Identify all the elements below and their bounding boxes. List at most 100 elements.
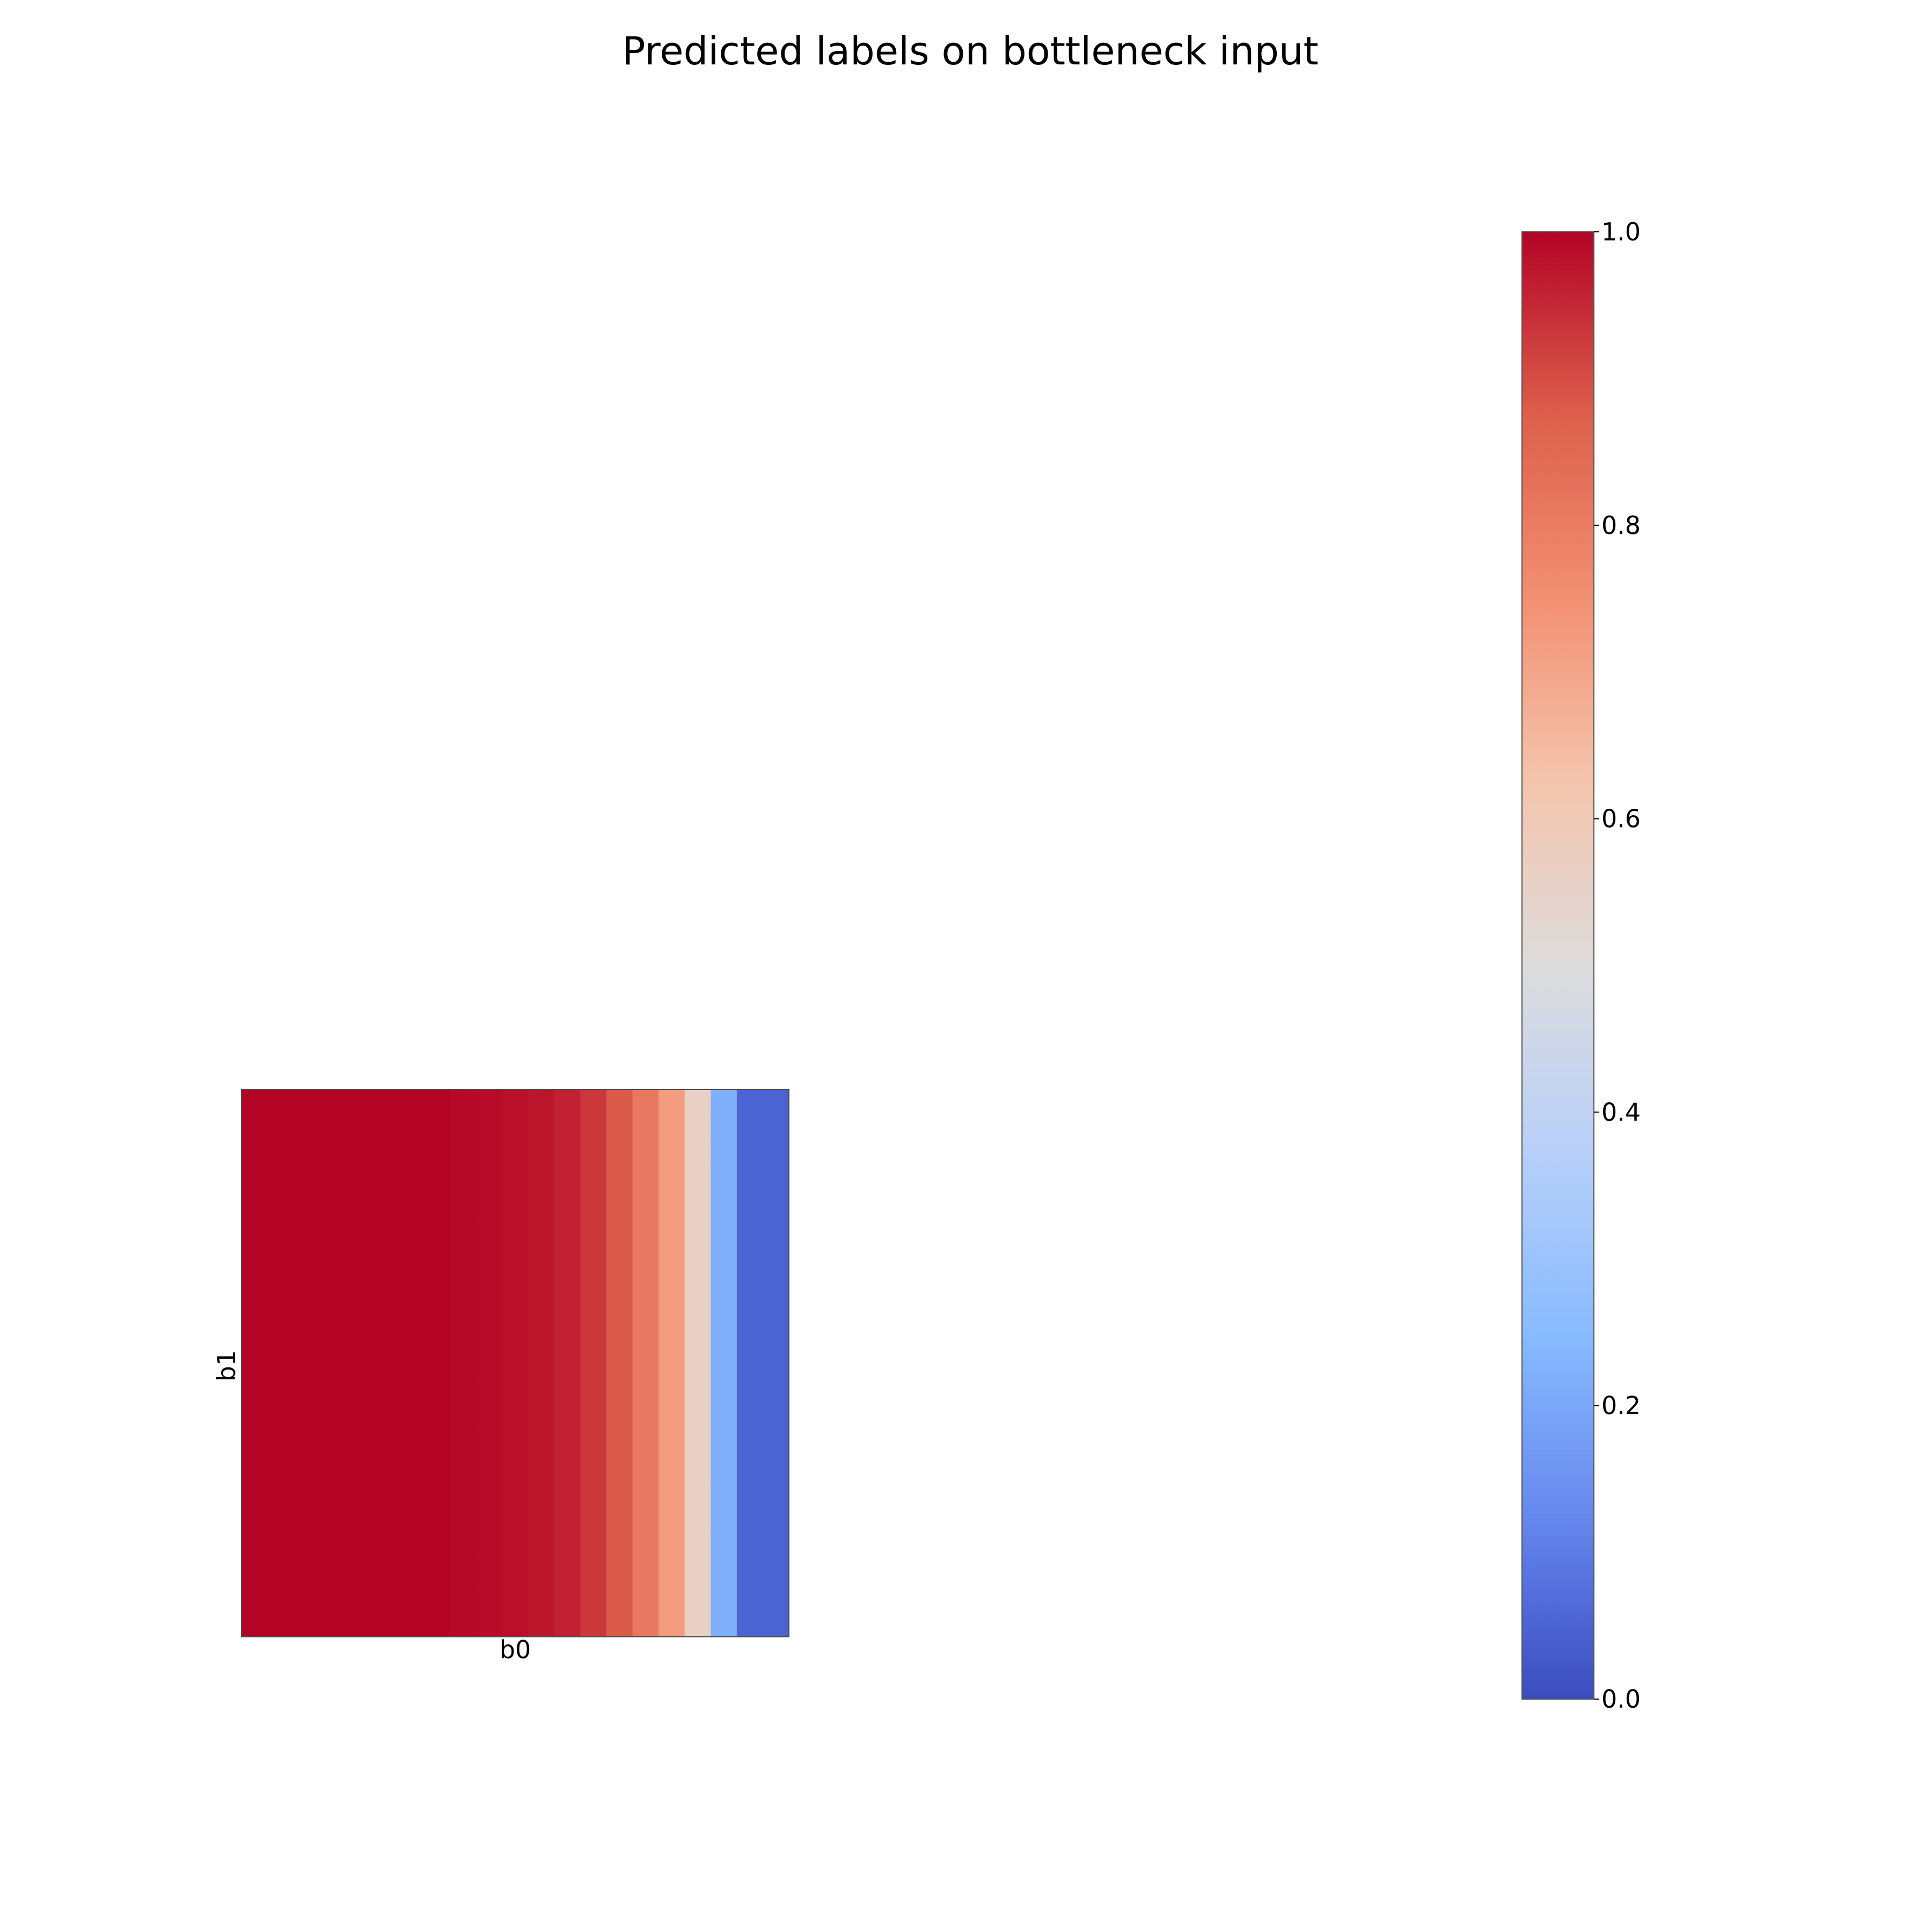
chart-title: Predicted labels on bottleneck input	[622, 28, 1319, 74]
heatmap-cell	[580, 1480, 607, 1507]
heatmap-cell	[736, 1584, 764, 1612]
heatmap-cell	[319, 1194, 346, 1220]
heatmap-cell	[684, 1611, 711, 1637]
heatmap-cell	[346, 1584, 372, 1612]
heatmap-cell	[684, 1298, 711, 1324]
heatmap-cell	[346, 1194, 372, 1220]
heatmap-cell	[424, 1324, 451, 1351]
heatmap-cell	[554, 1376, 581, 1403]
heatmap-cell	[267, 1141, 294, 1168]
heatmap-cell	[736, 1558, 764, 1585]
heatmap-cell	[606, 1480, 633, 1507]
heatmap-cell	[424, 1298, 451, 1324]
heatmap-cell	[684, 1480, 711, 1507]
heatmap-cell	[502, 1350, 529, 1377]
heatmap-cell	[606, 1167, 633, 1194]
heatmap-cell	[319, 1350, 346, 1377]
heatmap-cell	[450, 1246, 477, 1272]
heatmap-cell	[763, 1115, 789, 1142]
heatmap-cell	[528, 1454, 555, 1481]
heatmap-cell	[632, 1558, 659, 1585]
heatmap-cell	[502, 1376, 529, 1403]
heatmap-cell	[606, 1350, 633, 1377]
colorbar-tick-label: 0.8	[1601, 511, 1641, 540]
heatmap-cell	[241, 1194, 268, 1220]
heatmap-cell	[606, 1089, 633, 1116]
heatmap-cell	[502, 1584, 529, 1612]
heatmap-cell	[294, 1219, 320, 1247]
heatmap-cell	[658, 1506, 685, 1533]
heatmap-cell	[711, 1272, 737, 1299]
heatmap-cell	[346, 1141, 372, 1168]
heatmap-cell	[502, 1115, 529, 1142]
heatmap-cell	[763, 1584, 789, 1612]
heatmap-cell	[736, 1376, 764, 1403]
heatmap-cell	[371, 1584, 399, 1612]
heatmap-cell	[763, 1141, 789, 1168]
heatmap-cell	[711, 1298, 737, 1324]
heatmap-cell	[763, 1167, 789, 1194]
heatmap-cell	[476, 1428, 503, 1455]
heatmap-cell	[684, 1402, 711, 1429]
heatmap-cell	[763, 1298, 789, 1324]
heatmap-cell	[267, 1376, 294, 1403]
heatmap-cell	[554, 1454, 581, 1481]
heatmap-cell	[606, 1376, 633, 1403]
heatmap-cell	[554, 1350, 581, 1377]
heatmap-cell	[294, 1115, 320, 1142]
heatmap-cell	[267, 1506, 294, 1533]
heatmap-cell	[371, 1532, 399, 1559]
heatmap-cell	[606, 1141, 633, 1168]
heatmap-cell	[554, 1167, 581, 1194]
heatmap-cell	[658, 1194, 685, 1220]
heatmap-cell	[267, 1272, 294, 1299]
heatmap-cell	[371, 1376, 399, 1403]
heatmap-cell	[424, 1141, 451, 1168]
heatmap-cell	[398, 1558, 425, 1585]
heatmap-cell	[580, 1246, 607, 1272]
heatmap-cell	[294, 1324, 320, 1351]
heatmap-cell	[606, 1506, 633, 1533]
heatmap-cell	[658, 1376, 685, 1403]
heatmap-cell	[371, 1454, 399, 1481]
heatmap-cell	[711, 1428, 737, 1455]
heatmap-cell	[371, 1272, 399, 1299]
heatmap-cell	[763, 1272, 789, 1299]
heatmap-cell	[319, 1167, 346, 1194]
heatmap-cell	[424, 1611, 451, 1637]
heatmap-cell	[398, 1324, 425, 1351]
heatmap-cell	[424, 1506, 451, 1533]
heatmap-cell	[632, 1480, 659, 1507]
heatmap-cell	[450, 1402, 477, 1429]
heatmap-cell	[684, 1272, 711, 1299]
heatmap-cell	[658, 1558, 685, 1585]
heatmap-cell	[424, 1376, 451, 1403]
heatmap-cell	[763, 1454, 789, 1481]
heatmap-cell	[502, 1089, 529, 1116]
heatmap-cell	[554, 1324, 581, 1351]
heatmap-cell	[554, 1532, 581, 1559]
heatmap-cell	[476, 1584, 503, 1612]
heatmap-cell	[450, 1089, 477, 1116]
heatmap-cell	[606, 1246, 633, 1272]
heatmap-cell	[554, 1194, 581, 1220]
heatmap-cell	[241, 1324, 268, 1351]
heatmap-cell	[763, 1219, 789, 1247]
heatmap-cell	[763, 1089, 789, 1116]
heatmap-cell	[606, 1428, 633, 1455]
heatmap-cell	[632, 1324, 659, 1351]
heatmap-cell	[294, 1167, 320, 1194]
heatmap-cell	[398, 1115, 425, 1142]
heatmap-cell	[632, 1428, 659, 1455]
heatmap-cell	[346, 1219, 372, 1247]
heatmap-cell	[424, 1219, 451, 1247]
heatmap-cell	[763, 1350, 789, 1377]
heatmap-cell	[371, 1115, 399, 1142]
heatmap-cell	[294, 1402, 320, 1429]
heatmap-cell	[241, 1219, 268, 1247]
heatmap-cell	[684, 1350, 711, 1377]
heatmap-cell	[684, 1376, 711, 1403]
heatmap-cell	[684, 1194, 711, 1220]
heatmap-cell	[658, 1428, 685, 1455]
heatmap-cell	[554, 1246, 581, 1272]
